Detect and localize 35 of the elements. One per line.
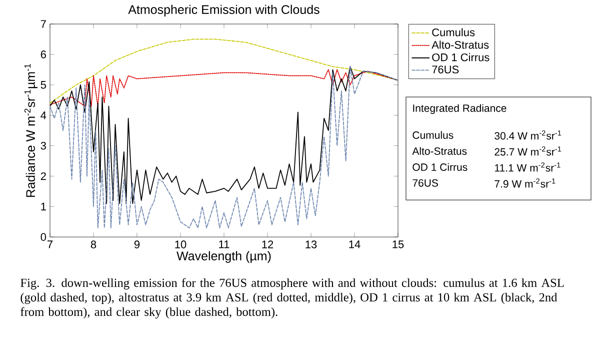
text: 76US [412, 179, 438, 187]
text: 30.4 W m$^{-2}$sr$^{-1}$ [494, 130, 562, 140]
x-tick-label: 11 [219, 240, 230, 248]
y-axis-title: Radiance W m$^{-2}$sr$^{-1}$µm$^{-1}$ [24, 64, 38, 197]
legend-label: 76US [432, 66, 459, 74]
x-tick-label: 13 [306, 240, 317, 248]
x-tick-label: 8 [90, 240, 96, 248]
y-tick-label: 5 [40, 81, 46, 89]
y-tick-label: 0 [40, 233, 46, 241]
x-tick-label: 10 [175, 240, 186, 248]
text: Integrated Radiance [413, 104, 506, 114]
text: 25.7 W m$^{-2}$sr$^{-1}$ [494, 146, 562, 156]
y-tick-label: 6 [40, 50, 46, 58]
chart-title: Atmospheric Emission with Clouds [128, 4, 320, 16]
legend-label: Alto-Stratus [432, 40, 489, 49]
x-tick-label: 9 [134, 240, 140, 248]
y-tick-label: 1 [41, 202, 46, 210]
y-tick-label: 4 [40, 112, 46, 120]
y-tick-label: 7 [40, 20, 46, 28]
text: Cumulus [412, 131, 454, 139]
x-tick-label: 12 [262, 240, 274, 248]
line-series [50, 66, 398, 228]
legend-label: OD 1 Cirrus [432, 53, 490, 62]
x-tick-label: 15 [392, 240, 404, 248]
y-tick-label: 3 [40, 142, 46, 150]
legend-label: Cumulus [432, 28, 475, 36]
text: Alto-Stratus [412, 147, 467, 155]
text: 11.1 W m$^{-2}$sr$^{-1}$ [495, 162, 560, 172]
x-axis-title: Wavelength (µm) [176, 251, 271, 263]
caption: Fig. 3. down-welling emission for the 76US atmosphere with and without clouds: cumulus at 1.6 km ASL (gold dashed, top), altostratus at 3.9 km ASL (red dotted, middle), OD 1 cirrus at 10 km ASL (black, 2nd from bottom), and clear sky (blue dashed, bottom). [20, 278, 564, 319]
text: 7.9 W m$^{-2}$sr$^{-1}$ [494, 178, 556, 188]
x-tick-label: 14 [349, 240, 360, 248]
y-tick-label: 2 [40, 172, 46, 180]
text: OD 1 Cirrus [412, 163, 468, 171]
x-tick-label: 7 [48, 240, 53, 248]
